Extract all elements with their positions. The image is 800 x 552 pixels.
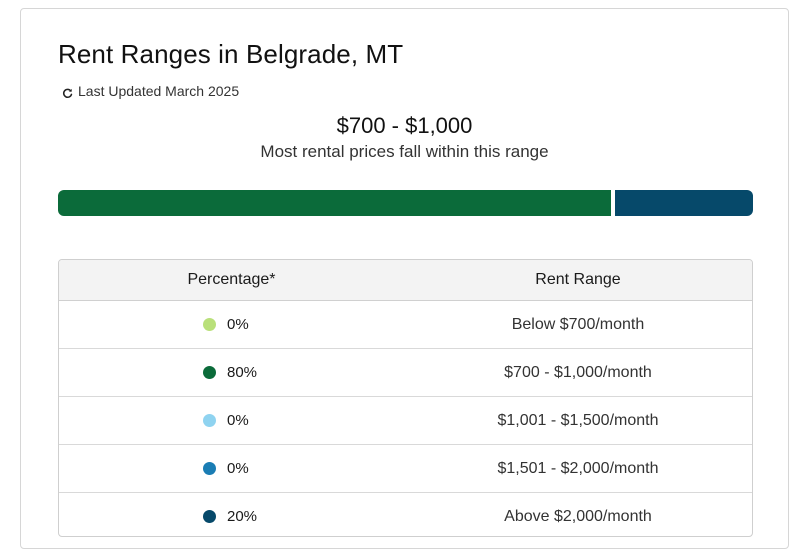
legend-dot-icon [203, 462, 216, 475]
table-header: Percentage* Rent Range [59, 260, 752, 301]
rent-range-table: Percentage* Rent Range 0% Below $700/mon… [58, 259, 753, 537]
legend-dot-icon [203, 366, 216, 379]
rent-range-cell: $1,001 - $1,500/month [497, 411, 659, 429]
bar-segment [614, 190, 753, 216]
percentage-value: 20% [227, 508, 258, 525]
header-percentage: Percentage* [187, 271, 276, 288]
percentage-cell: 0% [59, 301, 404, 348]
range-caption: Most rental prices fall within this rang… [260, 142, 549, 161]
rent-range-cell: Below $700/month [511, 315, 645, 333]
page-title: Rent Ranges in Belgrade, MT [58, 39, 404, 69]
table-body: 0% Below $700/month 80% $700 - $1,000/mo… [59, 301, 752, 536]
percentage-value: 0% [227, 316, 249, 333]
legend-dot-icon [203, 414, 216, 427]
table-row: 0% $1,501 - $2,000/month [59, 445, 752, 493]
percentage-cell: 20% [59, 493, 404, 536]
table-row: 80% $700 - $1,000/month [59, 349, 752, 397]
last-updated: Last Updated March 2025 [62, 83, 239, 99]
bar-segment [58, 190, 611, 216]
percentage-value: 0% [227, 412, 249, 429]
table-row: 0% Below $700/month [59, 301, 752, 349]
table-row: 0% $1,001 - $1,500/month [59, 397, 752, 445]
legend-dot-icon [203, 510, 216, 523]
rent-distribution-bar [58, 190, 753, 216]
rent-range-cell: Above $2,000/month [504, 507, 652, 525]
percentage-cell: 80% [59, 349, 404, 396]
header-rent-range: Rent Range [535, 271, 621, 288]
percentage-value: 0% [227, 460, 249, 477]
rent-range-cell: $700 - $1,000/month [504, 363, 652, 381]
most-common-range: $700 - $1,000 [336, 113, 473, 138]
percentage-cell: 0% [59, 445, 404, 492]
legend-dot-icon [203, 318, 216, 331]
last-updated-text: Last Updated March 2025 [78, 83, 240, 99]
refresh-icon [62, 86, 73, 98]
range-summary: $700 - $1,000 Most rental prices fall wi… [21, 112, 788, 162]
rent-range-cell: $1,501 - $2,000/month [497, 459, 659, 477]
table-row: 20% Above $2,000/month [59, 493, 752, 536]
percentage-value: 80% [227, 364, 258, 381]
percentage-cell: 0% [59, 397, 404, 444]
rent-ranges-card: Rent Ranges in Belgrade, MT Last Updated… [20, 8, 789, 549]
